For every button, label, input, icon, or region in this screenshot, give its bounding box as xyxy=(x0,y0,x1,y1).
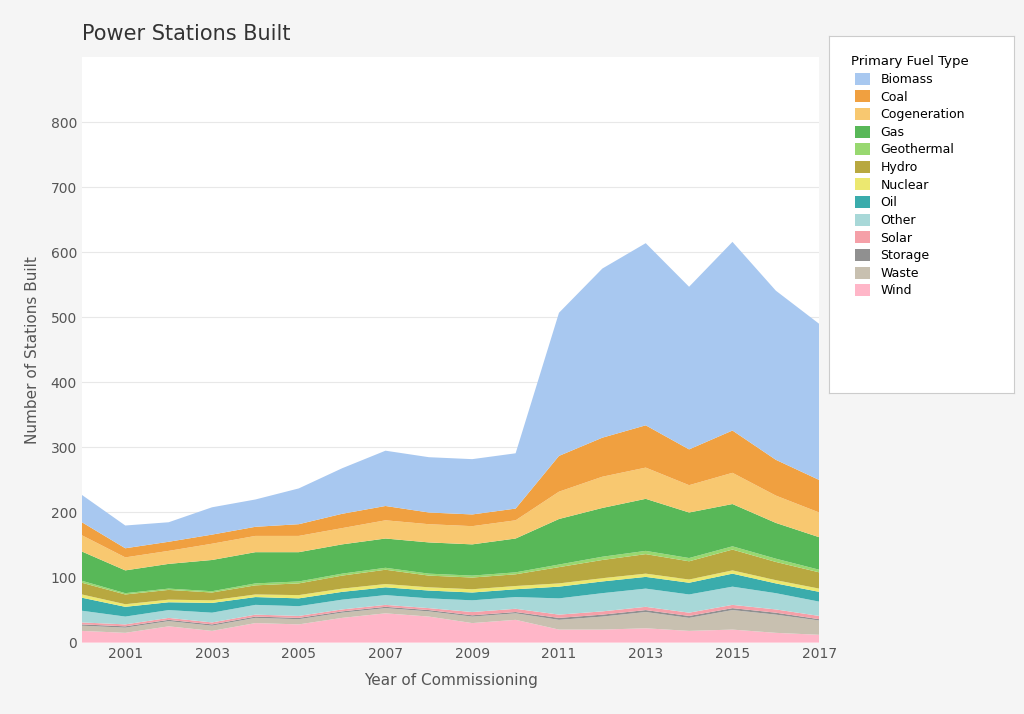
Legend: Biomass, Coal, Cogeneration, Gas, Geothermal, Hydro, Nuclear, Oil, Other, Solar,: Biomass, Coal, Cogeneration, Gas, Geothe… xyxy=(845,49,975,303)
Text: Power Stations Built: Power Stations Built xyxy=(82,24,291,44)
X-axis label: Year of Commissioning: Year of Commissioning xyxy=(364,673,538,688)
Y-axis label: Number of Stations Built: Number of Stations Built xyxy=(25,256,40,444)
